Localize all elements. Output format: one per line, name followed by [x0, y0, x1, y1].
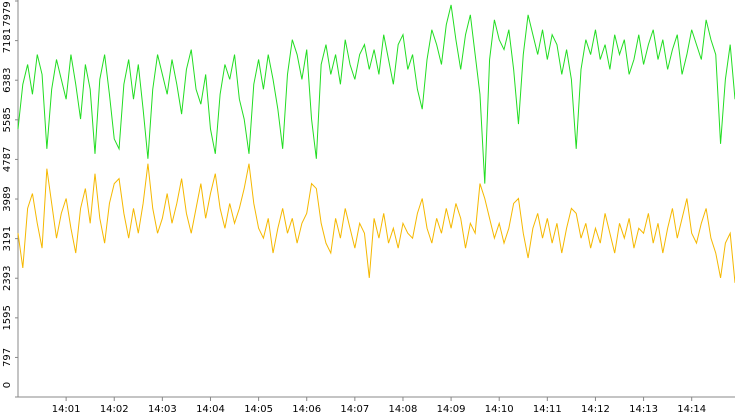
- x-tick-label: 14:05: [244, 404, 273, 415]
- y-tick-label: 2393: [2, 266, 13, 291]
- x-tick-label: 14:03: [148, 404, 177, 415]
- y-tick-label: 0: [2, 382, 13, 388]
- x-tick-label: 14:02: [100, 404, 129, 415]
- x-tick-label: 14:11: [533, 404, 562, 415]
- x-tick-label: 14:08: [389, 404, 418, 415]
- y-tick-label: 6383: [2, 67, 13, 92]
- x-tick-label: 14:12: [581, 404, 610, 415]
- y-tick-label: 7979: [2, 1, 13, 26]
- y-tick-label: 1595: [2, 305, 13, 330]
- x-tick-label: 14:07: [340, 404, 369, 415]
- x-tick-label: 14:06: [292, 404, 321, 415]
- series-line: [17, 4, 735, 184]
- x-tick-label: 14:01: [52, 404, 81, 415]
- x-tick-label: 14:09: [437, 404, 466, 415]
- x-tick-label: 14:14: [677, 404, 706, 415]
- y-tick-label: 5585: [2, 107, 13, 132]
- y-tick-label: 3989: [2, 186, 13, 211]
- x-tick-label: 14:13: [629, 404, 658, 415]
- y-tick-label: 4787: [2, 147, 13, 172]
- y-tick-label: 7181: [2, 28, 13, 53]
- x-tick-label: 14:04: [196, 404, 225, 415]
- y-tick-label: 797: [2, 348, 13, 367]
- y-tick-label: 3191: [2, 226, 13, 251]
- series-line: [17, 163, 735, 283]
- x-tick-label: 14:10: [485, 404, 514, 415]
